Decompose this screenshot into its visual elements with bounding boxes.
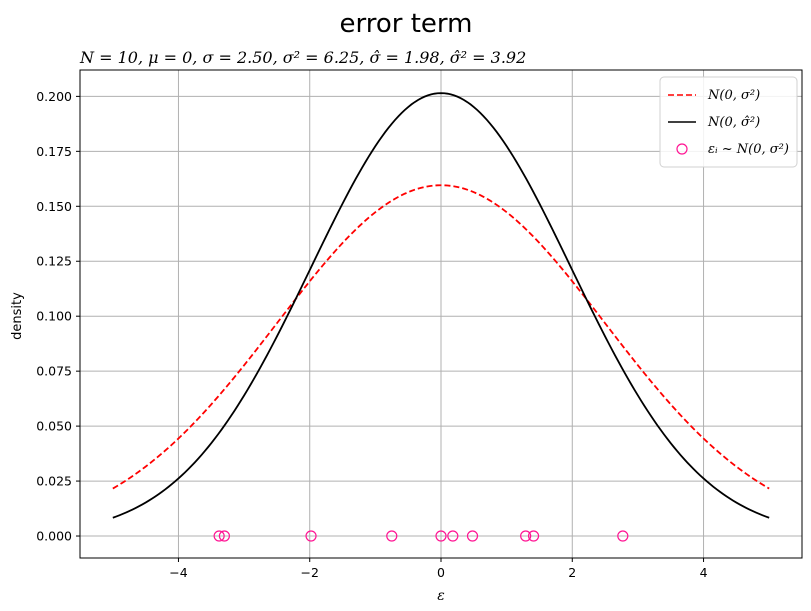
y-tick-label: 0.150 (36, 199, 72, 214)
legend-label-2: N(0, σ̂²) (707, 115, 760, 130)
plot-area (112, 92, 770, 542)
y-tick-label: 0.100 (36, 309, 72, 324)
legend-label-1: N(0, σ²) (707, 88, 760, 103)
scatter-point (218, 530, 230, 542)
y-tick-label: 0.050 (36, 419, 72, 434)
y-axis: 0.000 0.025 0.050 0.075 0.100 0.125 0.150 0.175… (36, 89, 80, 544)
y-axis-label: density (10, 292, 25, 340)
x-tick-label: 4 (700, 565, 708, 580)
y-tick-label: 0.175 (36, 144, 72, 159)
x-tick-label: −2 (301, 565, 319, 580)
scatter-point (520, 530, 532, 542)
scatter-point (527, 530, 540, 542)
scatter-point (435, 530, 447, 542)
x-tick-label: 0 (437, 565, 445, 580)
scatter-point (447, 530, 459, 542)
x-tick-label: −4 (169, 565, 187, 580)
y-tick-label: 0.075 (36, 364, 72, 379)
y-tick-label: 0.000 (36, 529, 72, 544)
y-tick-label: 0.200 (36, 89, 72, 104)
legend-box (659, 76, 798, 168)
x-tick-label: 2 (568, 565, 576, 580)
chart-suptitle: error term (340, 9, 473, 39)
scatter-point (213, 530, 225, 542)
legend-swatch-3 (676, 143, 688, 155)
x-axis: −4 −2 0 2 4 (169, 558, 708, 580)
chart-title: N = 10, μ = 0, σ = 2.50, σ² = 6.25, σ̂ =… (79, 48, 526, 67)
legend: N(0, σ²) N(0, σ̂²) εᵢ ~ N(0, σ²) (659, 76, 798, 168)
x-axis-label: ε (437, 588, 445, 604)
legend-label-3: εᵢ ~ N(0, σ²) (708, 142, 789, 157)
series-line-true-sigma (112, 184, 770, 490)
scatter-point (617, 530, 629, 542)
y-tick-label: 0.025 (36, 474, 72, 489)
scatter-point (305, 530, 317, 542)
y-tick-label: 0.125 (36, 254, 72, 269)
scatter-point (466, 530, 479, 542)
scatter-point (386, 530, 398, 542)
series-line-estimated-sigma (112, 92, 770, 519)
